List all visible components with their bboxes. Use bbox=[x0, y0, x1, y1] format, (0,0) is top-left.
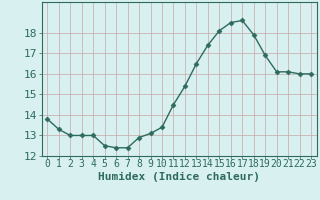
X-axis label: Humidex (Indice chaleur): Humidex (Indice chaleur) bbox=[98, 172, 260, 182]
